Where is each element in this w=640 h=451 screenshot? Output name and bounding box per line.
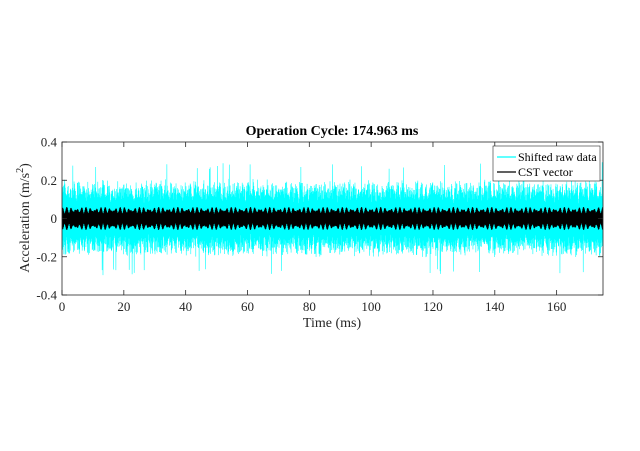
legend-label-shifted-raw-data: Shifted raw data [518, 150, 597, 164]
x-tick-label: 120 [423, 299, 443, 314]
x-axis: 0 20 40 60 80 100 120 140 160 [59, 142, 567, 314]
x-tick-label: 160 [547, 299, 567, 314]
y-axis: -0.4 -0.2 0 0.2 0.4 [36, 135, 603, 303]
series-line-shifted-raw-data [62, 162, 603, 276]
y-tick-label: 0 [51, 211, 58, 226]
x-axis-title: Time (ms) [303, 316, 362, 331]
x-tick-label: 80 [303, 299, 316, 314]
x-tick-label: 40 [179, 299, 192, 314]
y-tick-label: 0.4 [41, 135, 58, 150]
x-tick-label: 140 [485, 299, 505, 314]
legend-label-cst-vector: CST vector [518, 165, 573, 179]
series-line-cst-vector [62, 207, 603, 230]
x-tick-label: 20 [117, 299, 130, 314]
chart-title: Operation Cycle: 174.963 ms [246, 124, 419, 139]
y-tick-label: -0.2 [36, 249, 57, 264]
legend: Shifted raw data CST vector [492, 145, 601, 182]
series-layer [62, 162, 603, 276]
legend-box [492, 145, 601, 182]
x-tick-label: 0 [59, 299, 66, 314]
y-tick-label: -0.4 [36, 288, 57, 303]
x-tick-label: 60 [241, 299, 254, 314]
y-axis-title: Acceleration (m/s2) [15, 163, 33, 273]
y-tick-label: 0.2 [41, 173, 57, 188]
x-tick-label: 100 [361, 299, 381, 314]
